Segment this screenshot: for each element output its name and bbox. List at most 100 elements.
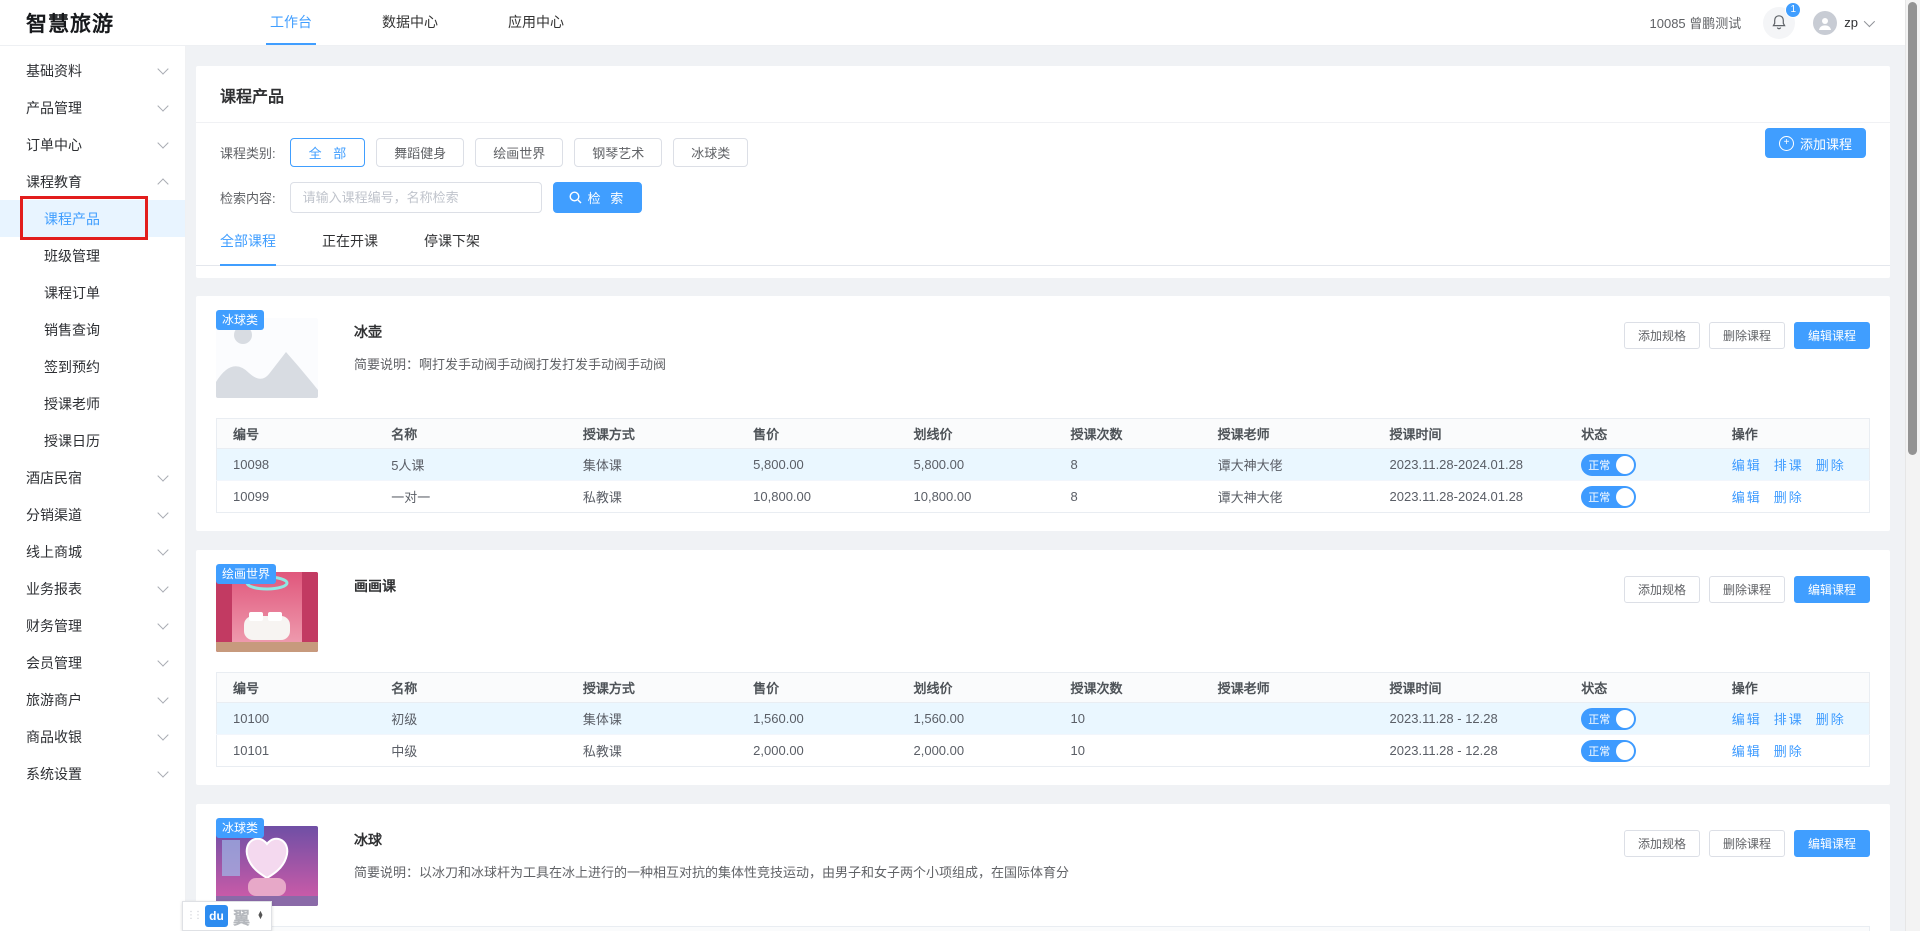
course-image [216, 572, 318, 652]
add-course-button[interactable]: + 添加课程 [1764, 128, 1866, 158]
avatar [1813, 10, 1838, 35]
edit-course-button[interactable]: 编辑课程 [1793, 322, 1870, 349]
cell-original-price: 5,800.00 [913, 457, 965, 472]
table-row: 10099 一对一 私教课 10,800.00 10,800.00 8 谭大神大佬 2023.… [217, 481, 1870, 513]
search-button[interactable]: 检 索 [552, 182, 643, 213]
sidebar-subitem-checkin-booking[interactable]: 签到预约 [44, 358, 100, 375]
tab-in-session[interactable]: 正在开课 [322, 233, 378, 249]
course-description: 简要说明：以冰刀和冰球杆为工具在冰上进行的一种相互对抗的集体性竞技运动，由男子和… [354, 865, 1070, 880]
cell-name: 5人课 [391, 458, 425, 473]
sidebar-subitem-teaching-calendar[interactable]: 授课日历 [44, 432, 100, 449]
ime-expand-arrows[interactable]: ▲ ▼ [257, 909, 264, 921]
add-course-label: 添加课程 [1799, 136, 1852, 152]
cell-teacher [1202, 703, 1374, 735]
sidebar-subitem-class-mgmt[interactable]: 班级管理 [44, 247, 100, 264]
sidebar-item-business-reports[interactable]: 业务报表 [0, 570, 185, 607]
delete-course-button[interactable]: 删除课程 [1708, 322, 1785, 349]
row-action-edit[interactable]: 编辑 [1731, 490, 1762, 505]
delete-course-button[interactable]: 删除课程 [1708, 576, 1785, 603]
scrollbar-track[interactable] [1905, 0, 1920, 931]
category-button-dance-fitness[interactable]: 舞蹈健身 [376, 138, 465, 167]
status-toggle[interactable]: 正常 [1581, 485, 1637, 508]
column-header: 状态 [1565, 672, 1716, 703]
course-card-curling: 冰球类 冰壶 简要说明：啊打发手动阀手动阀打发打发手动阀手动阀 添加规格 删除课程 编辑课… [196, 296, 1890, 531]
sidebar-item-hotel-bnb[interactable]: 酒店民宿 [0, 459, 185, 496]
column-header: 名称 [375, 926, 567, 931]
ime-mode-icon[interactable]: 翼 [233, 908, 250, 928]
row-action-delete[interactable]: 删除 [1815, 712, 1846, 727]
add-spec-button[interactable]: 添加规格 [1623, 322, 1700, 349]
category-button-piano-art[interactable]: 钢琴艺术 [574, 138, 663, 167]
chevron-down-icon [1863, 15, 1876, 27]
toggle-knob [1616, 487, 1635, 506]
sidebar-subitem-teachers[interactable]: 授课老师 [44, 395, 100, 412]
delete-course-button[interactable]: 删除课程 [1708, 830, 1785, 857]
drag-handle-icon[interactable]: ⋮⋮ [186, 910, 203, 921]
row-action-edit[interactable]: 编辑 [1731, 744, 1762, 759]
row-action-delete[interactable]: 删除 [1815, 458, 1846, 473]
edit-course-button[interactable]: 编辑课程 [1793, 830, 1870, 857]
chevron-down-icon [157, 137, 169, 149]
top-tab-data-center[interactable]: 数据中心 [382, 13, 438, 30]
course-table: 编号 名称 授课方式 售价 划线价 授课次数 授课老师 授课时间 状态 操作 10100 初级 集体课 1… [216, 672, 1870, 767]
row-action-delete[interactable]: 删除 [1773, 744, 1804, 759]
add-spec-button[interactable]: 添加规格 [1623, 576, 1700, 603]
sidebar-item-course-education[interactable]: 课程教育 [0, 163, 185, 200]
status-toggle[interactable]: 正常 [1581, 453, 1637, 476]
sidebar-item-online-mall[interactable]: 线上商城 [0, 533, 185, 570]
course-image [216, 826, 318, 906]
status-toggle[interactable]: 正常 [1581, 707, 1637, 730]
sidebar-item-tourism-merchants[interactable]: 旅游商户 [0, 681, 185, 718]
cell-method: 集体课 [582, 458, 622, 473]
plus-circle-icon: + [1778, 135, 1794, 151]
row-action-edit[interactable]: 编辑 [1731, 712, 1762, 727]
status-toggle-label: 正常 [1588, 745, 1611, 758]
notification-button[interactable]: 1 [1763, 1, 1802, 39]
sidebar-item-basic-data[interactable]: 基础资料 [0, 52, 185, 89]
user-menu[interactable]: zp [1813, 10, 1876, 35]
status-toggle[interactable]: 正常 [1581, 739, 1637, 762]
category-button-painting-world[interactable]: 绘画世界 [475, 138, 564, 167]
sidebar-item-order-center[interactable]: 订单中心 [0, 126, 185, 163]
sidebar-item-label: 商品收银 [26, 728, 82, 745]
status-toggle-label: 正常 [1588, 713, 1611, 726]
column-header: 售价 [737, 672, 898, 703]
sidebar-item-distribution[interactable]: 分销渠道 [0, 496, 185, 533]
column-header: 名称 [375, 672, 567, 703]
tab-all-courses[interactable]: 全部课程 [220, 231, 276, 266]
cell-original-price: 1,560.00 [913, 711, 965, 726]
column-header: 授课老师 [1201, 672, 1374, 703]
row-action-delete[interactable]: 删除 [1773, 490, 1804, 505]
category-button-ice-hockey[interactable]: 冰球类 [673, 138, 749, 167]
scrollbar-thumb[interactable] [1908, 2, 1917, 455]
top-tab-workbench[interactable]: 工作台 [266, 0, 316, 45]
ime-toolbar[interactable]: ⋮⋮ du 翼 ▲ ▼ [182, 901, 272, 931]
sidebar-subitem-sales-query[interactable]: 销售查询 [44, 321, 100, 338]
row-action-edit[interactable]: 编辑 [1731, 458, 1762, 473]
sidebar-subitem-course-product[interactable]: 课程产品 [0, 200, 185, 237]
sidebar-item-system-settings[interactable]: 系统设置 [0, 755, 185, 792]
sidebar-item-member-mgmt[interactable]: 会员管理 [0, 644, 185, 681]
column-header: 授课老师 [1201, 418, 1374, 449]
row-action-schedule[interactable]: 排课 [1773, 712, 1804, 727]
row-action-schedule[interactable]: 排课 [1773, 458, 1804, 473]
sidebar-item-finance-mgmt[interactable]: 财务管理 [0, 607, 185, 644]
search-input[interactable] [289, 182, 542, 213]
edit-course-button[interactable]: 编辑课程 [1793, 576, 1870, 603]
sidebar-item-product-mgmt[interactable]: 产品管理 [0, 89, 185, 126]
category-button-all[interactable]: 全 部 [289, 138, 366, 167]
cell-method: 私教课 [582, 744, 622, 759]
add-spec-button[interactable]: 添加规格 [1623, 830, 1700, 857]
sidebar-item-goods-cashier[interactable]: 商品收银 [0, 718, 185, 755]
sidebar-item-label: 系统设置 [26, 765, 82, 782]
column-header: 授课方式 [566, 672, 738, 703]
tab-off-shelf[interactable]: 停课下架 [424, 233, 480, 249]
sidebar-item-label: 订单中心 [26, 136, 82, 153]
top-tab-app-center[interactable]: 应用中心 [508, 13, 564, 30]
cell-count: 8 [1070, 489, 1078, 504]
cell-status: 正常 [1565, 481, 1715, 513]
sidebar-subitem-course-orders[interactable]: 课程订单 [44, 284, 100, 301]
cell-price: 1,560.00 [753, 711, 804, 726]
ime-logo[interactable]: du [205, 905, 228, 927]
